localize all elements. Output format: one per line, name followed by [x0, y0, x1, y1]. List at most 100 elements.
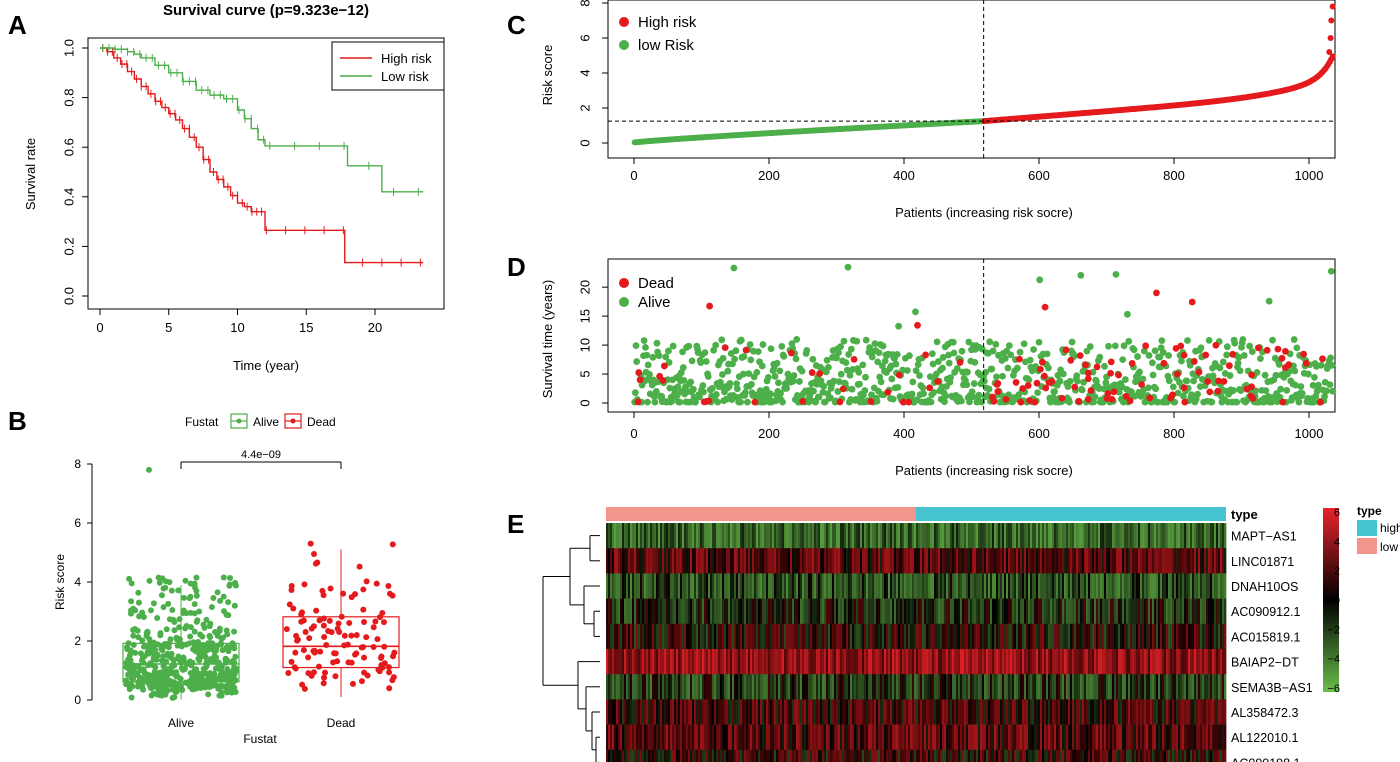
heatmap-cell [810, 699, 813, 725]
heatmap-cell [1118, 573, 1121, 599]
heatmap-cell [1056, 649, 1059, 675]
heatmap-cell [1100, 699, 1103, 725]
heatmap-cell [718, 674, 721, 700]
dead-point [1087, 387, 1095, 394]
alive-point [1205, 336, 1213, 344]
heatmap-cell [1186, 699, 1189, 725]
heatmap-cell [842, 699, 845, 725]
heatmap-cell [1124, 598, 1127, 625]
heatmap-cell [698, 623, 701, 650]
heatmap-cell [684, 724, 687, 751]
heatmap-cell [858, 573, 861, 599]
heatmap-cell [1016, 623, 1019, 650]
heatmap-cell [1150, 649, 1153, 675]
heatmap-cell [896, 649, 899, 675]
heatmap-cell [616, 623, 619, 650]
heatmap-cell [948, 623, 951, 650]
heatmap-cell [912, 649, 915, 675]
heatmap-cell [1070, 573, 1073, 599]
heatmap-cell [1218, 598, 1221, 625]
heatmap-cell [808, 623, 811, 650]
heatmap-cell [860, 699, 863, 725]
heatmap-cell [838, 573, 841, 599]
jitter-point-alive [191, 628, 198, 635]
chart-b-xtick-alive: Alive [168, 716, 194, 730]
heatmap-cell [692, 674, 695, 700]
heatmap-cell [628, 523, 631, 549]
heatmap-cell [1148, 674, 1151, 700]
heatmap-cell [1016, 548, 1019, 574]
heatmap-cell [880, 649, 883, 675]
heatmap-cell [840, 523, 843, 549]
heatmap-cell [1190, 573, 1193, 599]
heatmap-cell [1056, 699, 1059, 725]
heatmap-cell [1180, 649, 1183, 675]
heatmap-cell [718, 649, 721, 675]
heatmap-cell [898, 623, 901, 650]
heatmap-cell [1020, 523, 1023, 549]
heatmap-cell [1026, 649, 1029, 675]
heatmap-cell [1110, 699, 1113, 725]
heatmap-cell [1098, 573, 1101, 599]
heatmap-cell [746, 598, 749, 625]
heatmap-cell [1034, 598, 1037, 625]
heatmap-cell [1020, 699, 1023, 725]
dead-point [1180, 384, 1188, 392]
jitter-point-dead [377, 655, 384, 662]
jitter-point-dead [373, 580, 380, 587]
heatmap-cell [988, 598, 991, 625]
heatmap-cell [644, 724, 647, 751]
dead-point [660, 362, 668, 370]
heatmap-cell [944, 598, 947, 625]
jitter-point-dead [326, 617, 333, 624]
heatmap-cell [996, 699, 999, 725]
heatmap-cell [646, 548, 649, 574]
jitter-point-alive [210, 594, 217, 601]
jitter-point-alive [203, 616, 210, 623]
heatmap-cell [972, 573, 975, 599]
heatmap-cell [1026, 598, 1029, 625]
heatmap-cell [1070, 598, 1073, 625]
alive-point [840, 337, 848, 345]
alive-point [633, 358, 641, 365]
alive-point [685, 342, 693, 350]
jitter-point-alive [135, 599, 142, 606]
heatmap-cell [798, 548, 801, 574]
heatmap-cell [1148, 523, 1151, 549]
alive-point [1326, 381, 1334, 389]
heatmap-cell [700, 649, 703, 675]
heatmap-cell [930, 548, 933, 574]
heatmap-cell [902, 649, 905, 675]
km-curve-low-risk [100, 47, 424, 193]
alive-point [942, 392, 950, 400]
heatmap-cell [1014, 674, 1017, 700]
jitter-point-dead [370, 624, 377, 631]
heatmap-cell [610, 573, 613, 599]
alive-point [644, 398, 651, 406]
jitter-point-alive [127, 610, 134, 617]
heatmap-cell [786, 523, 789, 549]
heatmap-cell [828, 523, 831, 549]
jitter-point-dead [302, 628, 309, 635]
alive-point [653, 339, 661, 347]
heatmap-cell [986, 649, 989, 675]
alive-point [875, 349, 883, 357]
heatmap-cell [1014, 548, 1017, 574]
heatmap-cell [1202, 598, 1205, 625]
heatmap-cell [660, 699, 663, 725]
heatmap-cell [658, 674, 661, 700]
jitter-point-alive [130, 632, 137, 639]
heatmap-cell [928, 623, 931, 650]
heatmap-cell [878, 699, 881, 725]
alive-point [939, 354, 947, 361]
heatmap-cell [1218, 623, 1221, 650]
heatmap-cell [678, 623, 681, 650]
heatmap-cell [646, 699, 649, 725]
heatmap-cell [1092, 623, 1095, 650]
heatmap-cell [764, 623, 767, 650]
heatmap-cell [626, 699, 629, 725]
heatmap-cell [908, 598, 911, 625]
heatmap-cell [1186, 548, 1189, 574]
heatmap-cell [626, 598, 629, 625]
heatmap-cell [1054, 623, 1057, 650]
